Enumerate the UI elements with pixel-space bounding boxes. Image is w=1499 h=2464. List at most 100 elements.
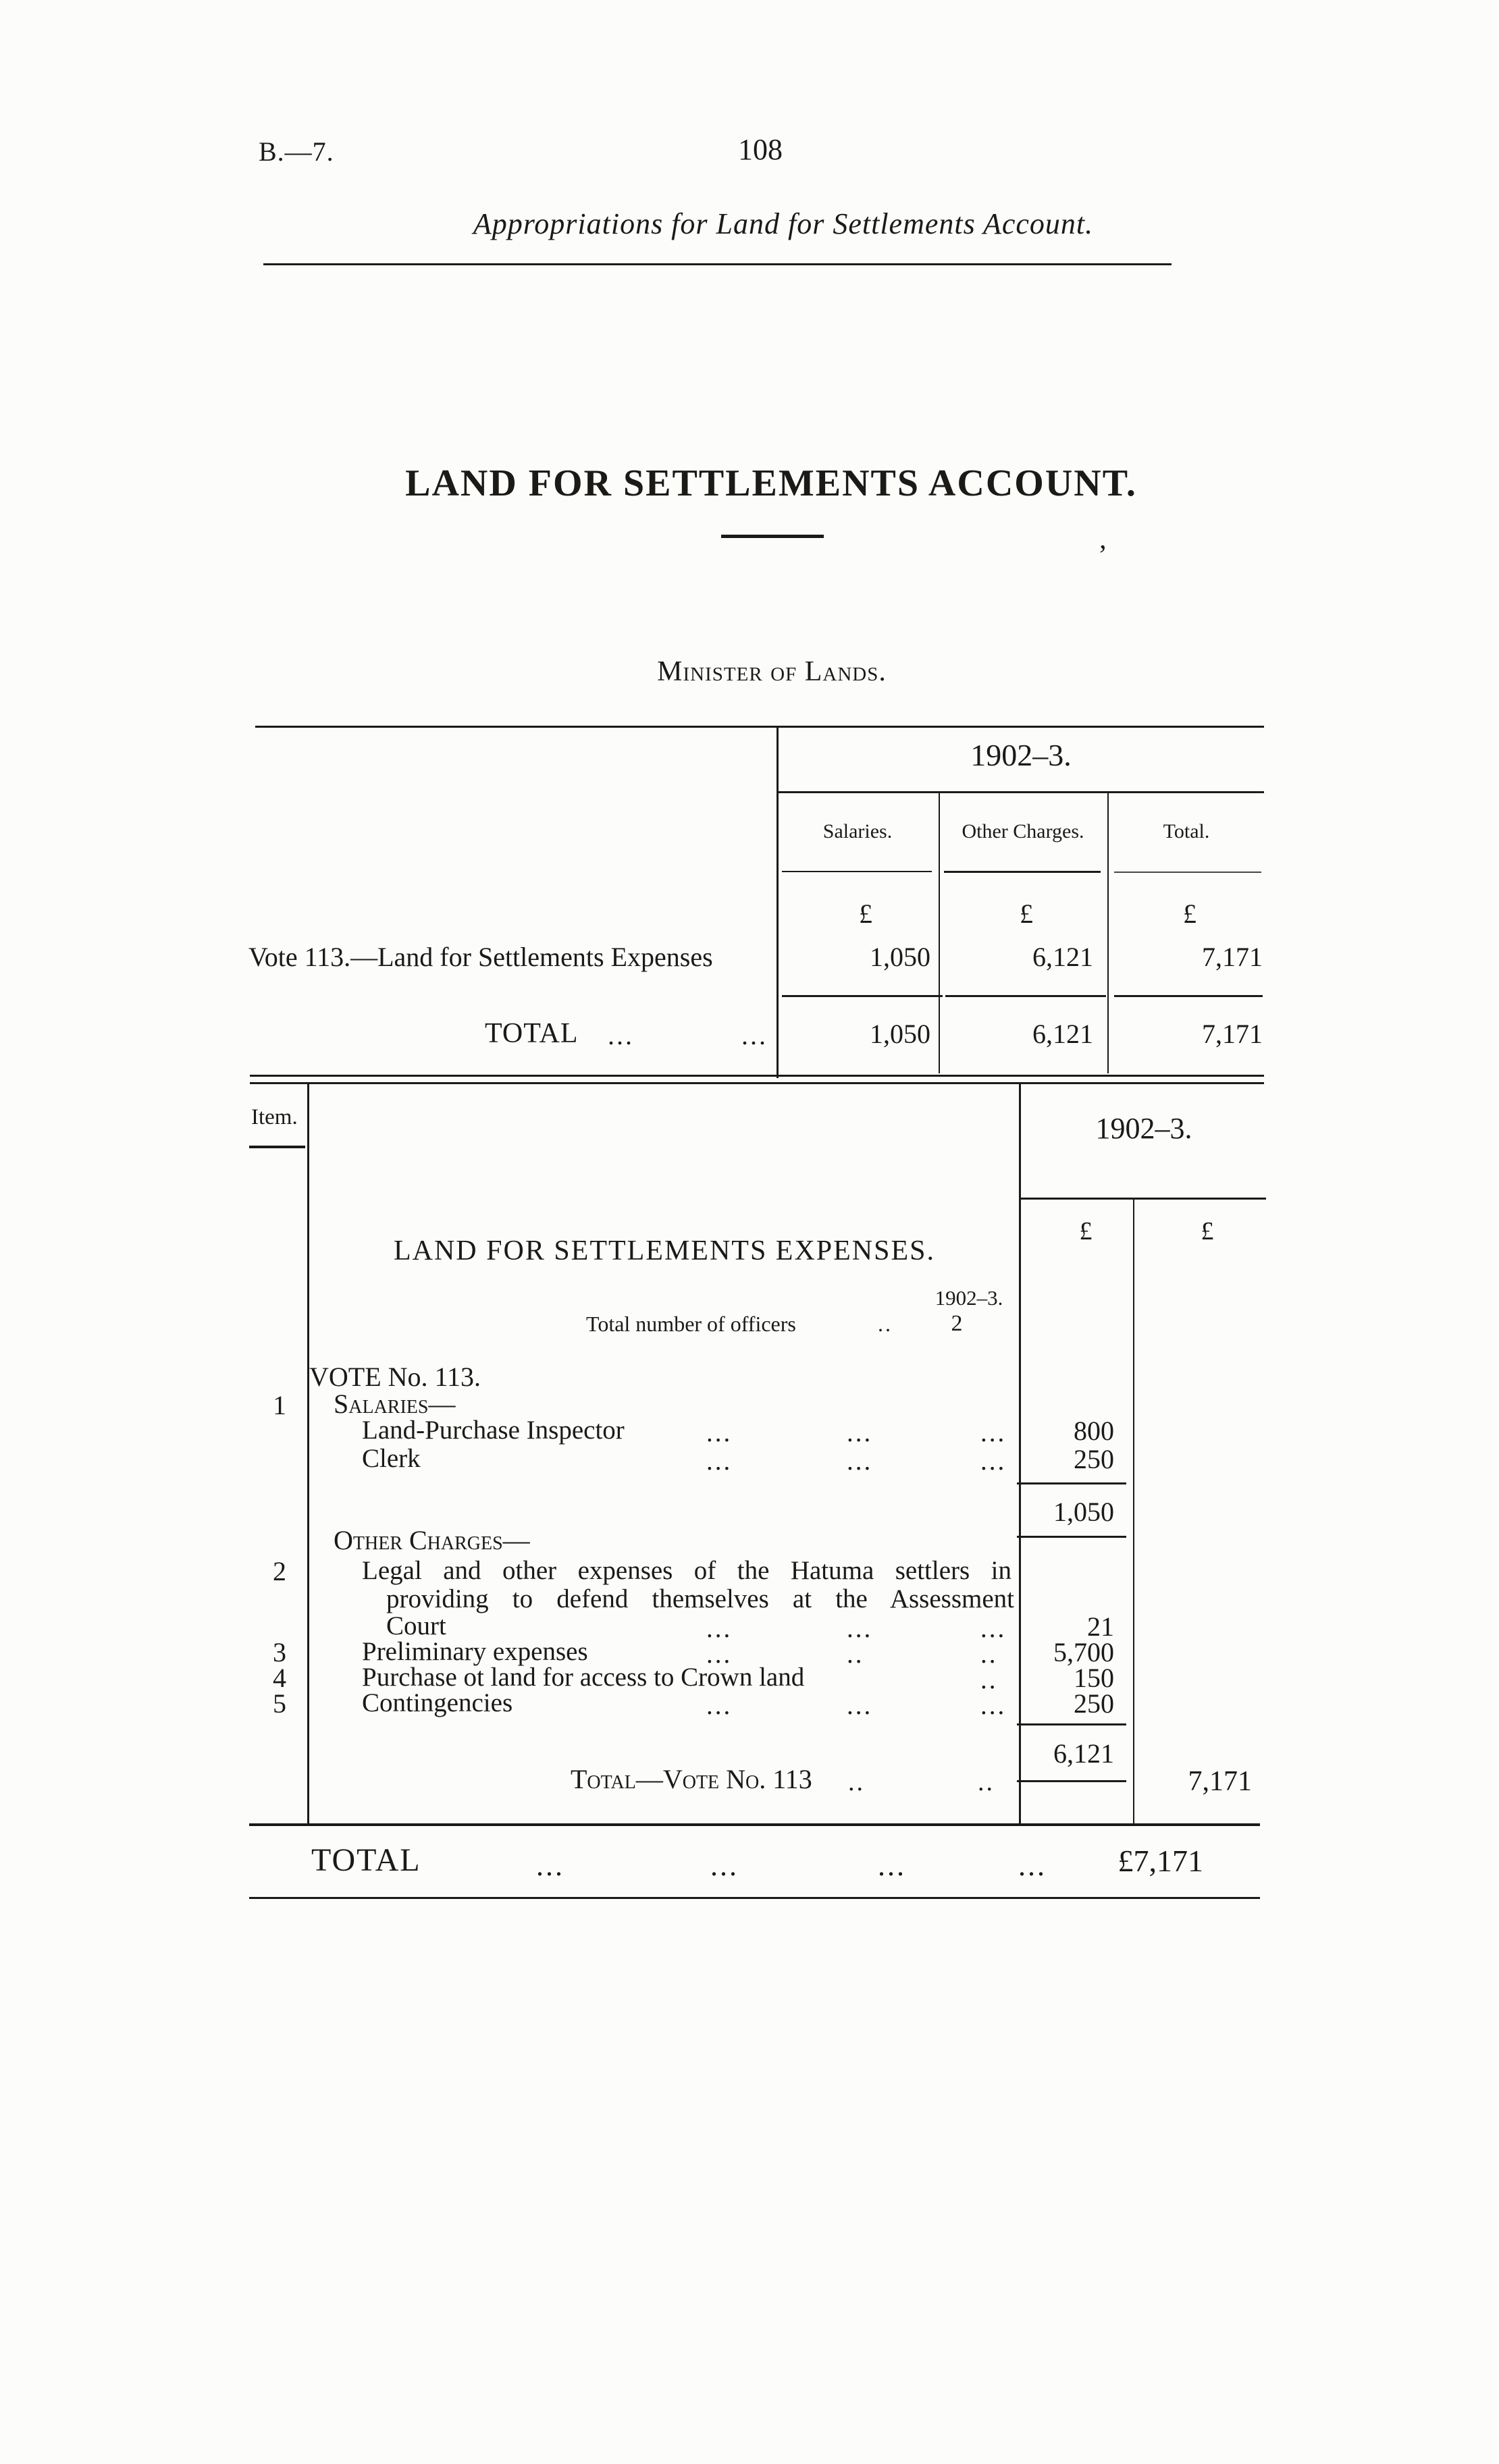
summary-header-underline-3 xyxy=(1114,872,1261,873)
detail-row-amount: 21 xyxy=(1087,1611,1114,1642)
detail-year-header: 1902–3. xyxy=(1095,1112,1192,1145)
leader-dots: .. xyxy=(980,1665,998,1694)
detail-row-label: Court xyxy=(386,1611,446,1640)
leader-dots: ... xyxy=(847,1418,873,1447)
detail-row-label: Preliminary expenses xyxy=(362,1637,588,1666)
detail-amount-col-vline xyxy=(1133,1198,1134,1825)
summary-year-header: 1902–3. xyxy=(970,738,1072,772)
grand-total-label: TOTAL xyxy=(311,1842,421,1878)
summary-table-top-rule xyxy=(255,726,1264,728)
vote-total-label: Total—Vote No. 113 xyxy=(571,1764,812,1794)
summary-mid-rule-1 xyxy=(782,995,943,997)
detail-row-label: Purchase ot land for access to Crown lan… xyxy=(362,1663,805,1692)
detail-row-amount: 250 xyxy=(1074,1444,1114,1474)
pound-symbol-total: £ xyxy=(1183,899,1196,929)
subtotal-rule xyxy=(1017,1780,1126,1782)
pound-symbol-other: £ xyxy=(1020,899,1033,929)
detail-row-label: providing to defend themselves at the As… xyxy=(386,1584,1014,1613)
pound-symbol-salaries: £ xyxy=(859,899,872,929)
item-number: 4 xyxy=(273,1663,286,1693)
officers-label: Total number of officers xyxy=(586,1312,796,1336)
officers-count: 2 xyxy=(951,1311,963,1336)
pound-symbol-detail-2: £ xyxy=(1201,1217,1214,1246)
detail-row-amount: 800 xyxy=(1074,1416,1114,1446)
leader-dots: ... xyxy=(847,1614,873,1643)
title-rule xyxy=(721,535,824,538)
leader-dots: .. xyxy=(848,1768,865,1796)
grand-total-amount: £7,171 xyxy=(1117,1844,1204,1878)
leader-dots: ... xyxy=(878,1849,906,1882)
leader-dots: ... xyxy=(847,1447,873,1476)
detail-item-col-vline xyxy=(307,1084,309,1825)
summary-header-underline-2 xyxy=(944,871,1101,873)
detail-section-title: LAND FOR SETTLEMENTS EXPENSES. xyxy=(393,1235,936,1266)
running-title: Appropriations for Land for Settlements … xyxy=(473,207,1094,240)
leader-dots: ... xyxy=(741,1020,768,1050)
scan-artifact: ’ xyxy=(1098,540,1107,571)
page-bottom-rule xyxy=(249,1897,1260,1899)
double-rule-top xyxy=(250,1075,1264,1077)
detail-row-label: Clerk xyxy=(362,1444,421,1473)
summary-year-rule xyxy=(777,791,1264,793)
detail-row-label: Contingencies xyxy=(362,1688,513,1717)
leader-dots: ... xyxy=(1018,1849,1047,1882)
vote-total-amount: 7,171 xyxy=(1188,1766,1253,1797)
summary-total-total: 7,171 xyxy=(1202,1019,1263,1049)
minister-heading: Minister of Lands. xyxy=(657,656,887,687)
detail-table-bottom-rule xyxy=(249,1823,1260,1826)
leader-dots: .. xyxy=(980,1640,998,1669)
leader-dots: ... xyxy=(847,1691,873,1720)
item-column-header: Item. xyxy=(251,1105,298,1129)
subtotal-rule xyxy=(1017,1723,1126,1725)
summary-row-other: 6,121 xyxy=(1032,942,1093,972)
detail-row-amount: 250 xyxy=(1074,1688,1114,1719)
subtotal-rule xyxy=(1017,1536,1126,1538)
header-rule xyxy=(263,263,1172,265)
vote-heading: VOTE No. 113. xyxy=(309,1362,481,1392)
detail-row-label: Land-Purchase Inspector xyxy=(362,1416,625,1445)
leader-dots: ... xyxy=(710,1849,739,1882)
leader-dots: ... xyxy=(980,1691,1007,1720)
summary-col-vline-2 xyxy=(1107,793,1109,1073)
detail-main-vline xyxy=(1019,1084,1021,1825)
item-number: 3 xyxy=(273,1637,286,1667)
salaries-subtotal: 1,050 xyxy=(1053,1497,1114,1527)
other-charges-group-heading: Other Charges— xyxy=(334,1525,530,1555)
summary-col-header-salaries: Salaries. xyxy=(822,820,893,842)
summary-row-label: Vote 113.—Land for Settlements Expenses xyxy=(248,942,713,972)
leader-dots: .. xyxy=(978,1768,995,1796)
summary-table-main-vline xyxy=(777,726,779,1078)
summary-col-header-other: Other Charges. xyxy=(962,820,1084,842)
detail-year-rule xyxy=(1019,1198,1266,1200)
leader-dots: ... xyxy=(706,1691,733,1720)
summary-total-label: TOTAL xyxy=(485,1018,579,1049)
leader-dots: ... xyxy=(536,1849,564,1882)
leader-dots: ... xyxy=(706,1418,733,1447)
summary-col-header-total: Total. xyxy=(1163,820,1210,842)
item-number: 2 xyxy=(273,1556,286,1586)
summary-row-total: 7,171 xyxy=(1202,942,1263,972)
double-rule-bottom xyxy=(250,1082,1264,1084)
leader-dots: ... xyxy=(706,1640,733,1669)
detail-row-amount: 5,700 xyxy=(1053,1637,1114,1667)
salaries-group-heading: Salaries— xyxy=(334,1389,456,1419)
leader-dots: ... xyxy=(608,1020,634,1050)
leader-dots: .. xyxy=(847,1640,864,1669)
leader-dots: ... xyxy=(980,1614,1007,1643)
doc-reference: B.—7. xyxy=(259,136,334,167)
main-title: LAND FOR SETTLEMENTS ACCOUNT. xyxy=(405,462,1137,504)
item-number: 1 xyxy=(273,1390,286,1420)
pound-symbol-detail-1: £ xyxy=(1079,1217,1093,1246)
item-number: 5 xyxy=(273,1688,286,1719)
leader-dots: .. xyxy=(878,1312,893,1336)
summary-header-underline-1 xyxy=(782,871,932,872)
page-number: 108 xyxy=(738,133,783,166)
leader-dots: ... xyxy=(706,1614,733,1643)
summary-mid-rule-3 xyxy=(1114,995,1263,997)
leader-dots: ... xyxy=(706,1447,733,1476)
summary-row-salaries: 1,050 xyxy=(870,942,930,972)
other-charges-subtotal: 6,121 xyxy=(1053,1738,1114,1769)
detail-row-label: Legal and other expenses of the Hatuma s… xyxy=(362,1556,1011,1585)
summary-total-other: 6,121 xyxy=(1032,1019,1093,1049)
